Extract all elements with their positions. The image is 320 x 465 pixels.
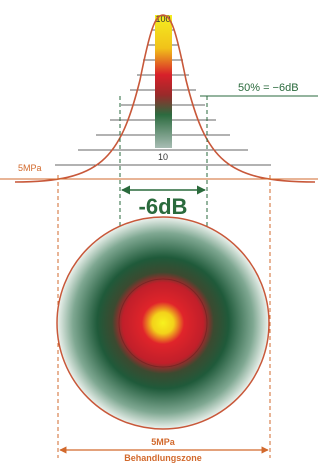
zone-pressure: 5MPa — [151, 437, 176, 447]
zone-label: Behandlungszone — [124, 453, 202, 463]
focal-spot — [57, 217, 269, 429]
color-scale — [155, 15, 172, 148]
focus-label: -6dB — [139, 194, 188, 219]
half-label: 50% = −6dB — [238, 82, 299, 94]
scale-bottom: 10 — [158, 152, 168, 162]
diagram: 100 10 50% = −6dB 5MPa -6dB 5MPa Behandl… — [0, 0, 318, 465]
pressure-left: 5MPa — [18, 163, 42, 173]
